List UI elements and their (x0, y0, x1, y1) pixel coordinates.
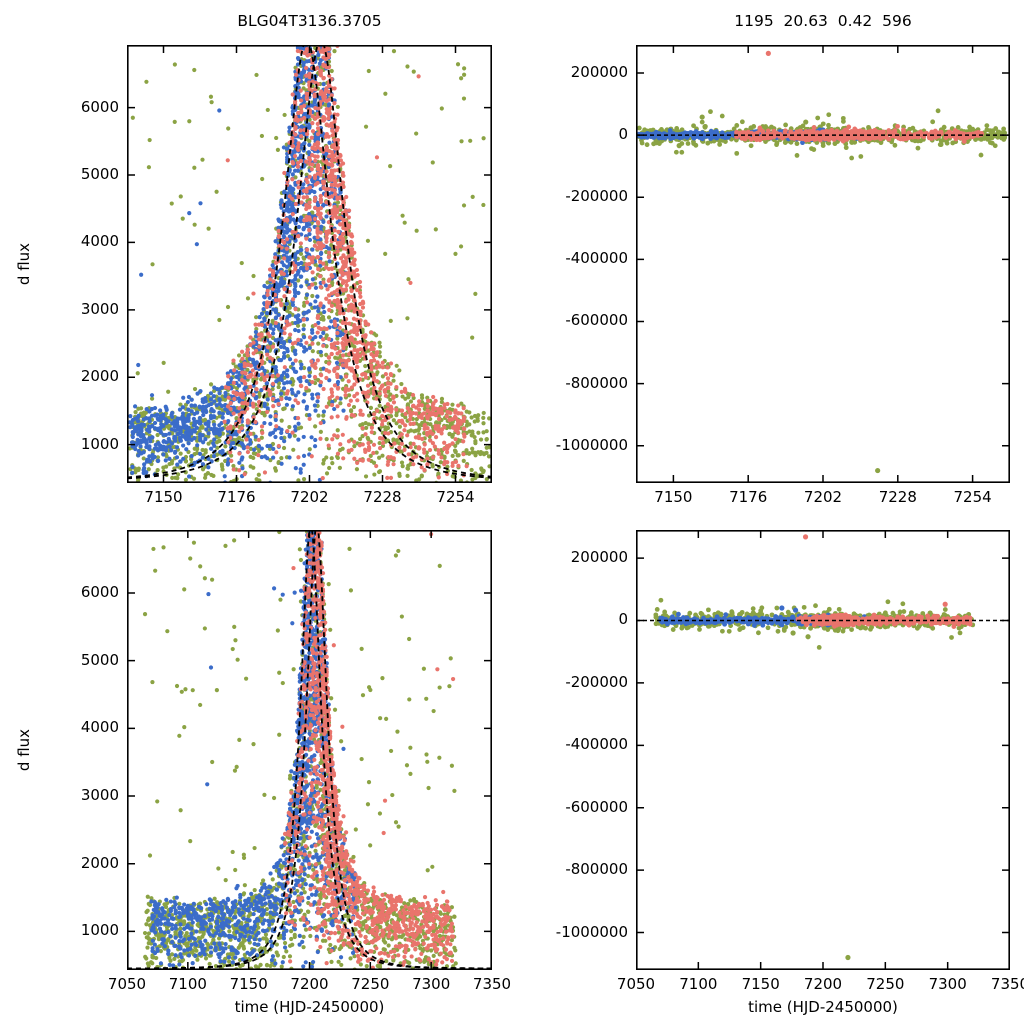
y-tick-label: -800000 (565, 860, 628, 879)
y-tick-label: 0 (618, 125, 628, 144)
y-tick-label: 6000 (80, 97, 119, 116)
scatter-plot-bottom-left (127, 530, 492, 970)
x-axis-label-bottom-left: time (HJD-2450000) (234, 998, 385, 1016)
x-tick-label: 7250 (351, 975, 390, 993)
y-tick-label: 1000 (80, 921, 119, 940)
panel-title-object-id: BLG04T3136.3705 (237, 12, 382, 30)
x-tick-label: 7254 (436, 488, 475, 506)
x-tick-label: 7150 (229, 975, 268, 993)
x-tick-label: 7228 (878, 488, 917, 506)
residual-plot-bottom-right (636, 530, 1010, 970)
x-tick-label: 7200 (803, 975, 843, 993)
y-tick-label: 200000 (570, 62, 628, 81)
y-tick-label: 4000 (80, 232, 119, 251)
y-tick-label: -800000 (565, 373, 628, 392)
x-axis-label-bottom-right: time (HJD-2450000) (748, 998, 898, 1016)
y-tick-label: 5000 (80, 165, 119, 184)
y-tick-label: 3000 (80, 786, 119, 805)
y-tick-label: -600000 (565, 311, 628, 330)
y-tick-label: 3000 (80, 299, 119, 318)
y-tick-label: -1000000 (555, 922, 628, 941)
x-tick-label: 7100 (679, 975, 718, 993)
x-tick-label: 7250 (866, 975, 905, 993)
x-tick-label: 7300 (412, 975, 451, 993)
x-tick-label: 7100 (168, 975, 207, 993)
x-tick-label: 7176 (217, 488, 256, 506)
x-tick-label: 7202 (290, 488, 329, 506)
y-tick-label: 2000 (80, 367, 119, 386)
y-tick-label: 0 (618, 610, 628, 629)
y-tick-label: 4000 (80, 718, 119, 737)
y-tick-label: -1000000 (555, 435, 628, 454)
y-tick-label: 2000 (80, 853, 119, 872)
x-tick-label: 7150 (144, 488, 183, 506)
x-tick-label: 7050 (107, 975, 147, 993)
x-tick-label: 7228 (363, 488, 402, 506)
x-tick-label: 7050 (616, 975, 656, 993)
y-tick-label: 5000 (80, 650, 119, 669)
y-tick-label: -400000 (565, 249, 628, 268)
y-tick-label: -200000 (565, 187, 628, 206)
x-tick-label: 7202 (803, 488, 843, 506)
x-tick-label: 7350 (990, 975, 1024, 993)
x-tick-label: 7254 (953, 488, 992, 506)
x-tick-label: 7200 (290, 975, 329, 993)
y-tick-label: 200000 (570, 548, 628, 567)
x-tick-label: 7176 (729, 488, 768, 506)
y-tick-label: -200000 (565, 672, 628, 691)
y-tick-label: 6000 (80, 582, 119, 601)
scatter-plot-top-left (127, 45, 492, 483)
x-tick-label: 7150 (741, 975, 780, 993)
y-tick-label: -600000 (565, 797, 628, 816)
y-tick-label: -400000 (565, 735, 628, 754)
residual-plot-top-right (636, 45, 1010, 483)
x-tick-label: 7300 (928, 975, 967, 993)
x-tick-label: 7350 (472, 975, 512, 993)
x-tick-label: 7150 (654, 488, 693, 506)
panel-title-fit-params: 1195 20.63 0.42 596 (734, 12, 912, 30)
y-tick-label: 1000 (80, 434, 119, 453)
